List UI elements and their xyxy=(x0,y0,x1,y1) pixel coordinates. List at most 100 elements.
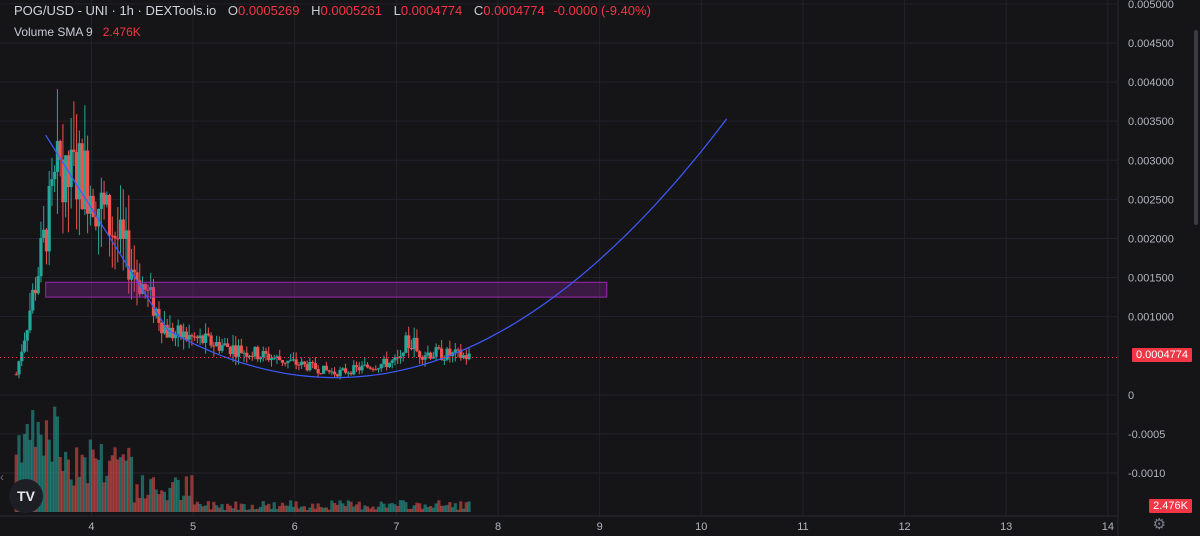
y-tick-label: 0.002500 xyxy=(1128,194,1174,206)
trend-line xyxy=(45,134,169,331)
volume-bar xyxy=(335,504,339,512)
candle-body xyxy=(264,351,268,354)
candle-body xyxy=(338,369,342,377)
candle-body xyxy=(107,195,112,236)
candle-body xyxy=(308,362,312,371)
candle-body xyxy=(75,151,79,200)
volume-bar xyxy=(305,509,309,512)
candle-body xyxy=(461,355,466,359)
gear-icon[interactable]: ⚙ xyxy=(1152,516,1166,533)
candle-body xyxy=(149,287,153,290)
candle-body xyxy=(371,368,375,370)
volume-bar xyxy=(149,479,153,512)
candle-body xyxy=(47,185,51,252)
volume-bar xyxy=(346,500,350,512)
volume-bar xyxy=(225,503,230,512)
candle-body xyxy=(352,365,356,375)
volume-bar xyxy=(324,507,328,512)
volume-bar xyxy=(453,503,457,512)
candle-body xyxy=(146,289,150,291)
volume-bar xyxy=(47,439,51,512)
volume-bar xyxy=(448,502,452,512)
candle-body xyxy=(426,352,430,356)
candle-body xyxy=(58,140,62,160)
volume-bar xyxy=(162,491,167,512)
candle-body xyxy=(349,372,353,375)
candle-body xyxy=(412,337,416,350)
volume-bar xyxy=(113,447,117,512)
volume-bar xyxy=(341,503,345,512)
volume-bar xyxy=(121,454,125,512)
candle-body xyxy=(302,361,307,365)
volume-bar xyxy=(124,460,128,512)
volume-bar xyxy=(456,509,460,512)
candle-body xyxy=(311,362,315,364)
candle-body xyxy=(151,287,156,316)
candle-body xyxy=(431,356,435,359)
volume-bar xyxy=(404,502,408,512)
volume-bar xyxy=(86,483,90,512)
volume-bar xyxy=(53,406,57,512)
chart-legend: POG/USD - UNI · 1h · DEXTools.io O0.0005… xyxy=(14,3,651,40)
volume-bar xyxy=(374,509,378,512)
volume-bar xyxy=(129,456,134,512)
x-tick-label: 8 xyxy=(495,521,501,533)
volume-bar xyxy=(368,508,372,512)
volume-bar xyxy=(94,458,98,512)
volume-bar xyxy=(220,504,224,512)
volume-bar xyxy=(69,479,73,512)
volume-bar xyxy=(42,455,46,512)
candle-body xyxy=(294,359,298,365)
candle-body xyxy=(409,347,414,350)
candle-body xyxy=(289,359,293,361)
y-tick-label: 0.004500 xyxy=(1128,38,1174,50)
candle-body xyxy=(64,155,68,203)
candle-body xyxy=(387,362,392,368)
volume-sma-label[interactable]: Volume SMA 9 xyxy=(14,25,93,39)
volume-bar xyxy=(58,456,62,512)
volume-bar xyxy=(247,509,252,512)
volume-sma-value: 2.476K xyxy=(102,25,141,39)
volume-bar xyxy=(165,500,169,512)
volume-bar xyxy=(365,506,370,512)
volume-bar xyxy=(77,476,81,512)
chevron-left-icon[interactable]: ‹ xyxy=(0,470,4,484)
candle-body xyxy=(36,276,40,294)
candle-body xyxy=(253,347,257,357)
y-tick-label: -0.0005 xyxy=(1128,429,1165,441)
x-tick-label: 6 xyxy=(292,521,298,533)
y-tick-label: 0.001500 xyxy=(1128,273,1174,285)
volume-bar xyxy=(198,503,202,512)
candle-body xyxy=(132,269,136,273)
candle-body xyxy=(118,219,123,240)
volume-bar xyxy=(272,502,276,512)
candle-body xyxy=(179,325,183,338)
candle-body xyxy=(195,336,199,339)
volume-bar xyxy=(256,508,260,512)
volume-bar xyxy=(135,484,139,512)
open-value: 0.0005269 xyxy=(238,3,300,18)
volume-bar xyxy=(382,503,386,512)
volume-bar xyxy=(146,494,150,512)
volume-bar xyxy=(33,446,38,512)
volume-bar xyxy=(360,509,364,512)
symbol-title[interactable]: POG/USD - UNI · 1h · DEXTools.io xyxy=(14,3,217,18)
candle-body xyxy=(267,353,271,361)
volume-bar xyxy=(390,502,394,512)
volume-bar xyxy=(253,509,257,512)
volume-bar xyxy=(50,461,54,512)
candle-body xyxy=(440,348,444,361)
volume-bar xyxy=(195,501,199,512)
x-tick-label: 7 xyxy=(393,521,399,533)
tradingview-logo[interactable]: TV xyxy=(9,479,43,513)
candle-body xyxy=(239,345,243,354)
high-label: H xyxy=(311,3,321,18)
candle-body xyxy=(182,331,186,338)
candle-body xyxy=(173,334,178,339)
candle-body xyxy=(201,335,205,343)
volume-bar xyxy=(354,504,359,512)
candle-body xyxy=(143,284,147,290)
candle-body xyxy=(113,235,117,239)
